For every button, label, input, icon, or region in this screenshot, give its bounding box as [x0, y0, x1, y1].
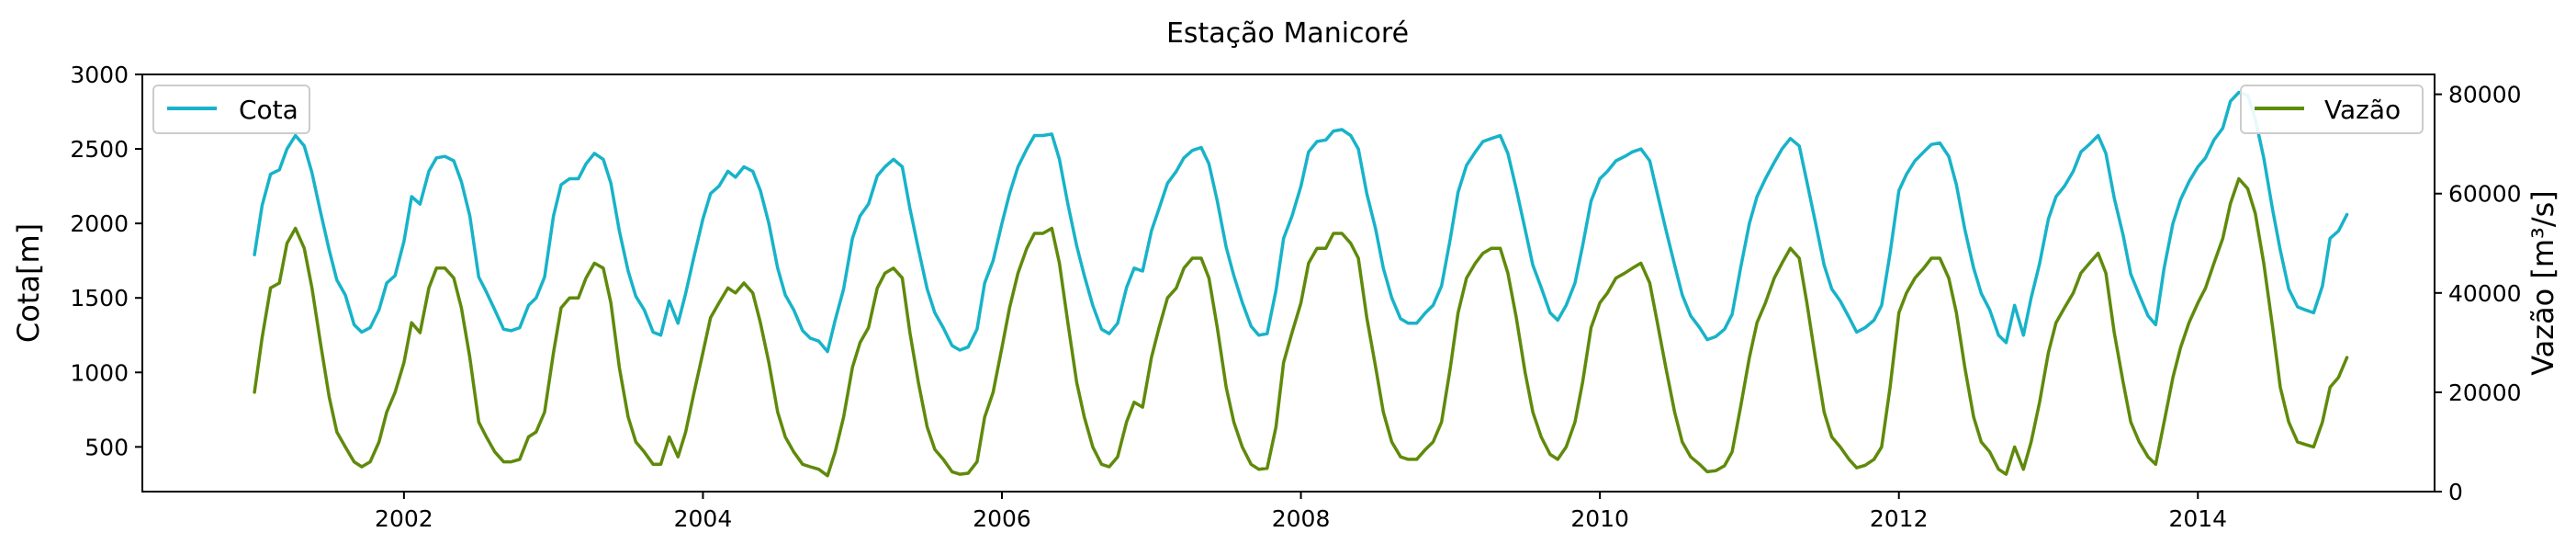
y-axis-right-label: Vazão [m³/s] — [2525, 190, 2560, 376]
x-tick-label: 2014 — [2168, 505, 2227, 532]
y-right-tick-label: 20000 — [2448, 379, 2522, 406]
y-axis-left: 500 1000 1500 2000 2500 3000 — [70, 62, 142, 460]
x-tick-label: 2002 — [375, 505, 433, 532]
x-tick-label: 2010 — [1570, 505, 1629, 532]
legend-cota: Cota — [152, 85, 310, 134]
x-tick-label: 2012 — [1870, 505, 1929, 532]
legend-cota-label: Cota — [239, 95, 298, 125]
y-right-tick-label: 0 — [2448, 479, 2463, 505]
y-axis-left-label: Cota[m] — [11, 223, 46, 343]
legend-vazao-box — [2240, 85, 2424, 134]
y-axis-right: 0 20000 40000 60000 80000 — [2435, 82, 2522, 505]
legend-vazao: Vazão — [2240, 85, 2424, 134]
x-tick-label: 2006 — [973, 505, 1031, 532]
chart-title: Estação Manicoré — [1166, 17, 1409, 50]
y-left-tick-label: 500 — [84, 434, 129, 460]
y-left-tick-label: 2500 — [70, 136, 129, 163]
y-left-tick-label: 1500 — [70, 285, 129, 311]
x-tick-label: 2004 — [674, 505, 733, 532]
y-left-tick-label: 3000 — [70, 62, 129, 88]
y-right-tick-label: 80000 — [2448, 82, 2522, 108]
y-right-tick-label: 40000 — [2448, 280, 2522, 307]
y-left-tick-label: 2000 — [70, 210, 129, 237]
y-left-tick-label: 1000 — [70, 359, 129, 386]
legend-cota-box — [152, 85, 310, 134]
legend-vazao-label: Vazão — [2324, 95, 2401, 125]
series-layer — [253, 90, 2349, 478]
plot-frame — [141, 74, 2435, 493]
y-right-tick-label: 60000 — [2448, 181, 2522, 208]
series-line-vazao — [253, 176, 2349, 478]
series-line-cota — [253, 90, 2349, 354]
x-axis: 2002 2004 2006 2008 2010 2012 2014 — [375, 492, 2227, 532]
x-tick-label: 2008 — [1272, 505, 1331, 532]
